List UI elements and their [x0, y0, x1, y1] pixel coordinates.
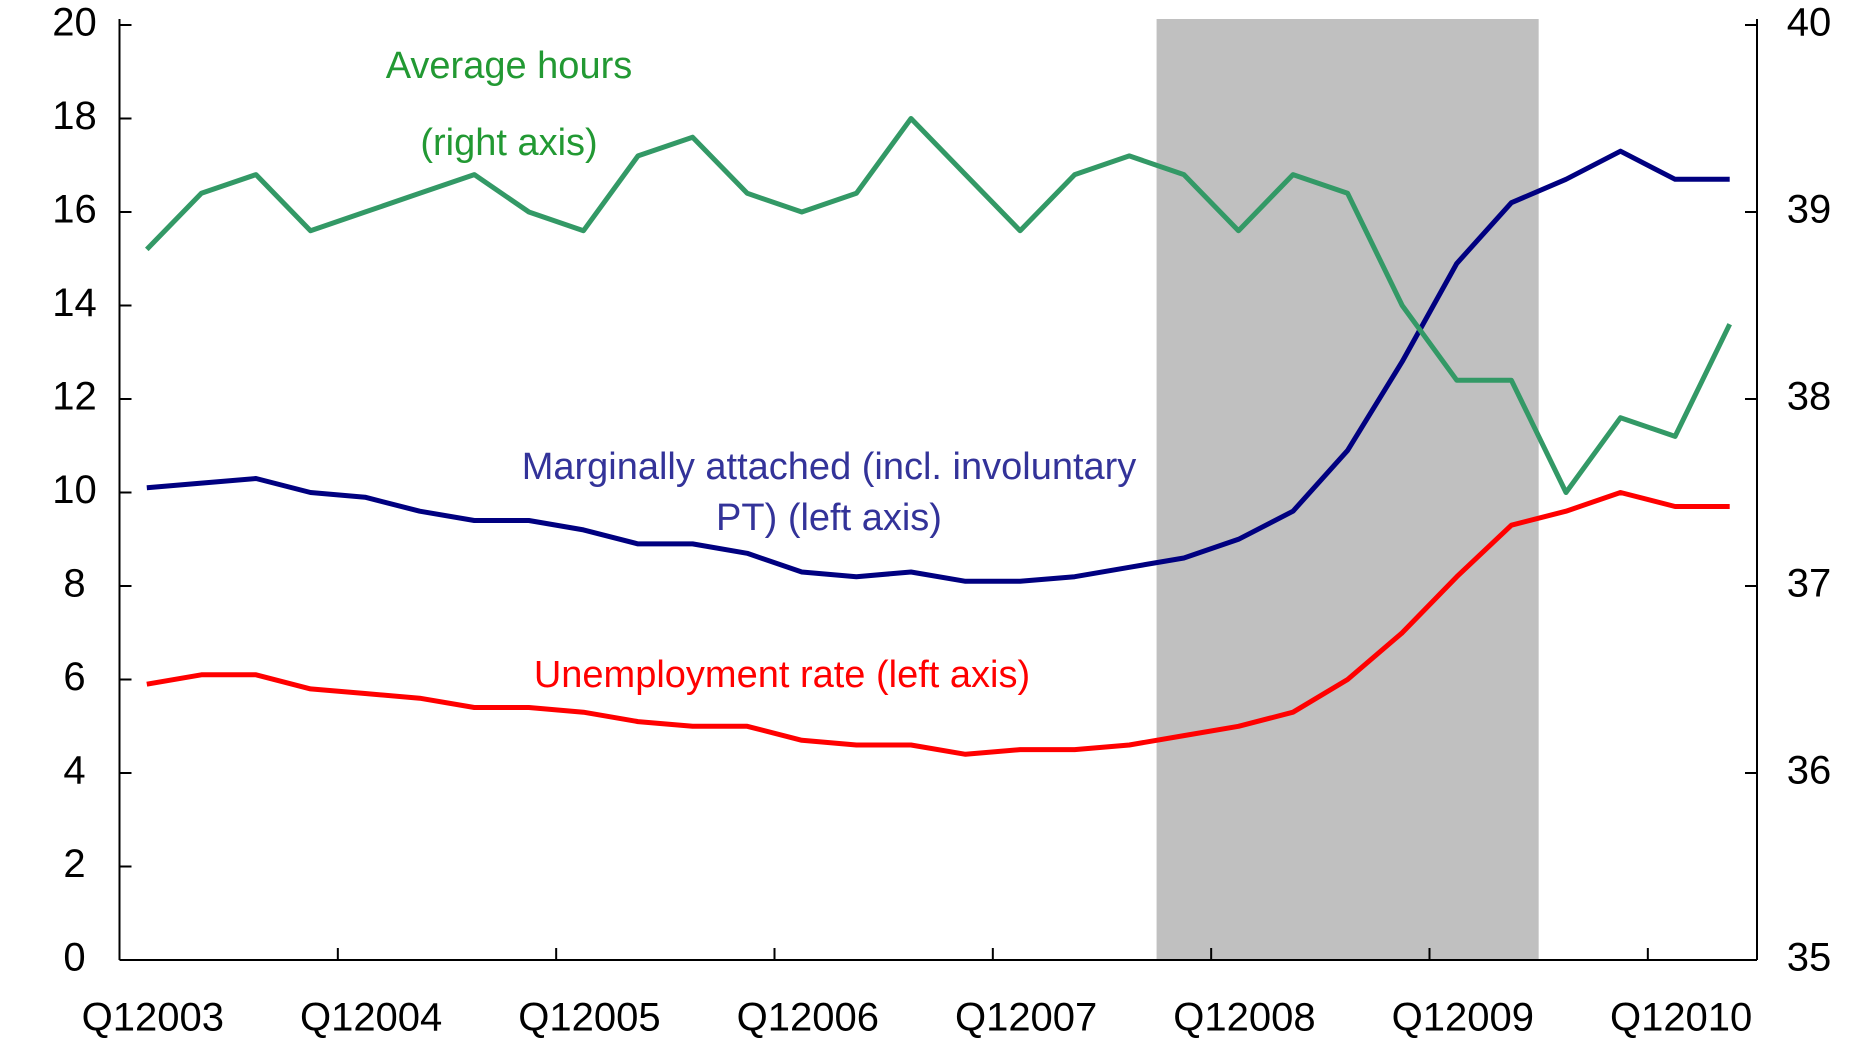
y2-tick-label: 36: [1787, 749, 1832, 793]
annotation: (right axis): [420, 122, 597, 164]
annotation: Unemployment rate (left axis): [534, 654, 1030, 696]
x-tick-label: Q12010: [1610, 996, 1752, 1040]
y2-tick-label: 40: [1787, 1, 1832, 45]
y-tick-label: 12: [52, 375, 97, 419]
x-tick-label: Q12007: [955, 996, 1097, 1040]
series-line: [145, 116, 1732, 495]
x-tick-label: Q12009: [1392, 996, 1534, 1040]
y-tick-label: 4: [63, 749, 85, 793]
series-line: [146, 490, 1730, 757]
y-tick-label: 6: [63, 655, 85, 699]
annotation: Average hours: [386, 45, 632, 87]
y2-tick-label: 39: [1787, 188, 1832, 232]
series-line: [146, 148, 1730, 584]
y-tick-label: 14: [52, 281, 97, 325]
y-tick-label: 2: [63, 842, 85, 886]
x-tick-label: Q12004: [300, 996, 442, 1040]
x-tick-label: Q12008: [1173, 996, 1315, 1040]
y-tick-label: 8: [63, 562, 85, 606]
y2-tick-label: 35: [1787, 936, 1832, 980]
annotation: Marginally attached (incl. involuntary: [522, 446, 1137, 488]
x-tick-label: Q12003: [82, 996, 224, 1040]
x-tick-label: Q12005: [518, 996, 660, 1040]
x-tick-label: Q12006: [737, 996, 879, 1040]
recession-shade: [1156, 19, 1539, 960]
y-tick-label: 16: [52, 188, 97, 232]
y-tick-label: 20: [52, 1, 97, 45]
y-tick-label: 18: [52, 94, 97, 138]
y-tick-label: 0: [63, 936, 85, 980]
y2-tick-label: 37: [1787, 562, 1832, 606]
y-tick-label: 10: [52, 468, 97, 512]
annotation: PT) (left axis): [716, 497, 942, 539]
y2-tick-label: 38: [1787, 375, 1832, 419]
